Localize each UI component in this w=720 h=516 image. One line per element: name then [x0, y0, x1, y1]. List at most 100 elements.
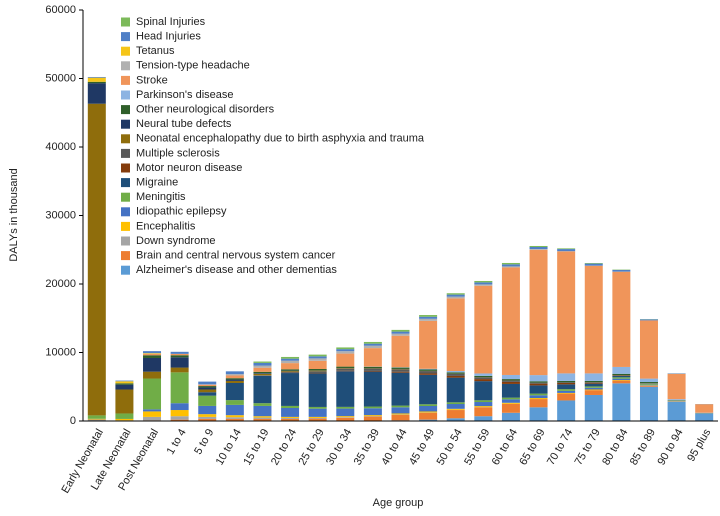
bar-segment	[336, 349, 355, 352]
bar-segment	[281, 417, 300, 419]
bar-segment	[281, 407, 300, 417]
bar-segment	[363, 408, 382, 416]
bar-segment	[225, 378, 244, 380]
bar-segment	[336, 353, 355, 367]
bar-segment	[281, 373, 300, 406]
bar-segment	[639, 320, 658, 379]
bar-segment	[308, 371, 327, 373]
bar-segment	[501, 383, 520, 398]
legend-label: Motor neuron disease	[136, 162, 242, 174]
legend-label: Spinal Injuries	[136, 16, 206, 28]
bar-segment	[612, 375, 631, 376]
x-tick-label: 65 to 69	[517, 427, 547, 467]
bar-segment	[446, 296, 465, 299]
bar-segment	[225, 382, 244, 401]
bar-segment	[198, 389, 217, 393]
bar-segment	[529, 381, 548, 383]
bar-segment	[612, 377, 631, 379]
bar-segment	[501, 379, 520, 381]
bar-segment	[557, 380, 576, 383]
bar-segment	[336, 416, 355, 418]
bar-segment	[198, 416, 217, 419]
bar-segment	[198, 381, 217, 385]
bar-segment	[391, 331, 410, 334]
bar-segment	[667, 399, 686, 401]
legend-swatch	[121, 134, 130, 144]
bar-segment	[391, 333, 410, 336]
legend-label: Brain and central nervous system cancer	[136, 250, 336, 262]
bar-segment	[446, 298, 465, 371]
bar-segment	[419, 316, 438, 319]
legend-swatch	[121, 119, 130, 129]
bar-segment	[612, 383, 631, 421]
bar-segment	[501, 397, 520, 400]
bar-segment	[143, 416, 162, 421]
legend-swatch	[121, 221, 130, 231]
y-axis-label: DALYs in thousand	[8, 168, 20, 261]
bar-segment	[336, 371, 355, 407]
bar-segment	[419, 374, 438, 405]
bar-segment	[336, 347, 355, 350]
bar-segment	[391, 329, 410, 332]
bar-segment	[612, 375, 631, 378]
bar-segment	[143, 353, 162, 354]
bar-segment	[87, 76, 106, 78]
bar-segment	[529, 399, 548, 408]
legend-swatch	[121, 90, 130, 100]
bar-segment	[391, 407, 410, 414]
bar-segment	[639, 384, 658, 386]
x-tick-label: 70 to 74	[545, 427, 575, 467]
bar-segment	[87, 415, 106, 419]
x-tick-label: 75 to 79	[573, 427, 603, 467]
bar-segment	[584, 383, 603, 387]
bar-segment	[308, 408, 327, 417]
bar-segment	[529, 393, 548, 396]
bar-segment	[363, 371, 382, 407]
bar-segment	[391, 367, 410, 369]
bar-segment	[639, 319, 658, 321]
bar-segment	[419, 373, 438, 375]
bar-segment	[501, 403, 520, 413]
bar-segment	[87, 83, 106, 104]
bar-segment	[419, 412, 438, 420]
legend-label: Stroke	[136, 74, 168, 86]
bar-segment	[170, 403, 189, 411]
bar-segment	[225, 379, 244, 381]
bar-segment	[170, 355, 189, 358]
legend-swatch	[121, 236, 130, 246]
x-axis-label: Age group	[373, 497, 424, 509]
bar-segment	[557, 389, 576, 391]
y-tick-label: 30000	[45, 209, 76, 221]
bar-segment	[253, 373, 272, 374]
legend-label: Encephalitis	[136, 220, 196, 232]
bar-segment	[474, 284, 493, 286]
bar-segment	[529, 375, 548, 382]
bar-segment	[557, 382, 576, 385]
bar-segment	[115, 383, 134, 385]
bar-segment	[281, 356, 300, 359]
bar-segment	[584, 386, 603, 388]
y-tick-label: 50000	[45, 72, 76, 84]
bar-segment	[253, 373, 272, 376]
x-tick-label: 95 plus	[685, 427, 713, 464]
bar-segment	[584, 373, 603, 381]
y-tick-label: 10000	[45, 346, 76, 358]
bar-segment	[253, 365, 272, 368]
bar-segment	[474, 377, 493, 380]
bar-segment	[170, 351, 189, 354]
bar-segment	[501, 267, 520, 375]
bar-segment	[115, 418, 134, 421]
bar-segment	[115, 413, 134, 419]
bar-segment	[529, 395, 548, 399]
bar-segment	[446, 373, 465, 376]
bar-segment	[501, 402, 520, 404]
legend-swatch	[121, 178, 130, 188]
bar-segment	[695, 413, 714, 421]
x-tick-label: 55 to 59	[462, 427, 492, 467]
bar-segment	[363, 341, 382, 344]
bar-segment	[170, 367, 189, 373]
bar-segment	[225, 380, 244, 383]
bar-segment	[695, 404, 714, 413]
bar-segment	[446, 375, 465, 378]
bar-segment	[419, 320, 438, 369]
